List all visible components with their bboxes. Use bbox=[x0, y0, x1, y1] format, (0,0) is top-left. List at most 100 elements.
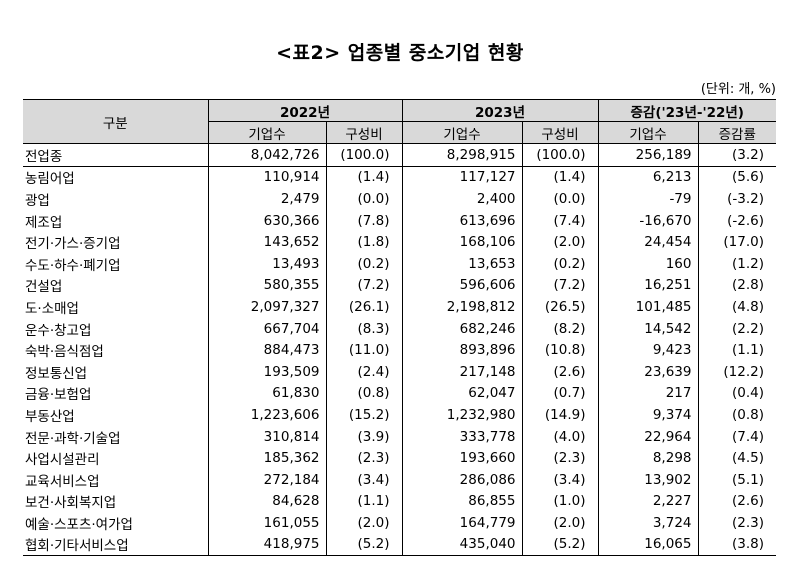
cell-count-2023: 2,198,812 bbox=[401, 296, 523, 318]
cell-count-2023: 596,606 bbox=[401, 274, 523, 297]
cell-count-change: 13,902 bbox=[597, 468, 699, 491]
cell-count-2023: 193,660 bbox=[401, 447, 523, 469]
cell-share-2022: (2.3) bbox=[326, 447, 403, 469]
cell-share-2022: (100.0) bbox=[326, 143, 403, 167]
cell-rate-change: (2.2) bbox=[731, 320, 764, 337]
cell-industry-label: 숙박·음식점업 bbox=[23, 339, 209, 361]
table-row: 숙박·음식점업 884,473 (11.0) 893,896 (10.8) 9,423 (1… bbox=[23, 339, 776, 361]
cell-rate-change: (17.0) bbox=[723, 234, 764, 251]
table-row: 전문·과학·기술업 310,814 (3.9) 333,778 (4.0) 22,964 (… bbox=[23, 425, 776, 448]
cell-count-change: 16,065 bbox=[597, 533, 699, 557]
cell-count-change: 9,423 bbox=[597, 339, 699, 361]
cell-count-2022: 1,223,606 bbox=[207, 404, 327, 426]
cell-share-2022: (0.0) bbox=[326, 188, 403, 210]
cell-count-2023: 613,696 bbox=[401, 209, 523, 232]
cell-industry-label: 교육서비스업 bbox=[23, 468, 209, 491]
cell-count-change: -16,670 bbox=[597, 209, 699, 232]
table-header: 구분 2022년 2023년 증감('23년-'22년) 기업수 구성비 기업수… bbox=[23, 99, 776, 144]
cell-share-2022: (1.8) bbox=[326, 231, 403, 253]
cell-count-change: 9,374 bbox=[597, 404, 699, 426]
cell-rate-change: (2.8) bbox=[731, 277, 764, 294]
cell-rate-change: (2.3) bbox=[731, 514, 764, 531]
cell-rate-change: (7.4) bbox=[731, 428, 764, 445]
cell-share-2022: (7.2) bbox=[326, 274, 403, 297]
cell-rate-change: (0.8) bbox=[731, 406, 764, 423]
cell-count-2023: 217,148 bbox=[401, 360, 523, 383]
cell-count-2023: 86,855 bbox=[401, 490, 523, 513]
table-row: 도·소매업 2,097,327 (26.1) 2,198,812 (26.5) 101,4… bbox=[23, 296, 776, 318]
cell-share-2022: (26.1) bbox=[326, 296, 403, 318]
cell-share-2023: (7.4) bbox=[522, 209, 599, 232]
header-group-2022: 2022년 bbox=[207, 99, 403, 122]
header-group-2023: 2023년 bbox=[401, 99, 599, 122]
table-row: 협회·기타서비스업 418,975 (5.2) 435,040 (5.2) 16,065(… bbox=[23, 533, 776, 557]
sme-industry-table: 구분 2022년 2023년 증감('23년-'22년) 기업수 구성비 기업수… bbox=[23, 99, 776, 557]
header-group-change: 증감('23년-'22년) bbox=[597, 99, 776, 122]
header-sub-share-2023: 구성비 bbox=[521, 121, 599, 144]
cell-count-change: 160 bbox=[597, 252, 699, 275]
table-body: 전업종 8,042,726 (100.0) 8,298,915 (100.0) 256,1… bbox=[23, 143, 776, 557]
cell-count-2022: 161,055 bbox=[207, 512, 327, 534]
cell-count-2022: 84,628 bbox=[207, 490, 327, 513]
cell-industry-label: 건설업 bbox=[23, 274, 209, 297]
unit-note: (단위: 개, %) bbox=[700, 82, 776, 97]
cell-count-change: 8,298 bbox=[597, 447, 699, 469]
cell-count-2022: 630,366 bbox=[207, 209, 327, 232]
cell-share-2023: (2.0) bbox=[522, 512, 599, 534]
cell-industry-label: 금융·보험업 bbox=[23, 382, 209, 405]
table-row: 교육서비스업 272,184 (3.4) 286,086 (3.4) 13,902 (5.1… bbox=[23, 468, 776, 491]
table-row: 보건·사회복지업 84,628 (1.1) 86,855 (1.0) 2,227 (2.6) bbox=[23, 490, 776, 513]
cell-count-2022: 8,042,726 bbox=[207, 143, 327, 167]
cell-share-2023: (0.0) bbox=[522, 188, 599, 210]
cell-count-2023: 117,127 bbox=[401, 166, 523, 189]
cell-count-change: 22,964 bbox=[597, 425, 699, 448]
table-row: 수도·하수·폐기업 13,493 (0.2) 13,653 (0.2) 160 (1.2) bbox=[23, 252, 776, 275]
cell-share-2023: (100.0) bbox=[522, 143, 599, 167]
cell-share-2023: (10.8) bbox=[522, 339, 599, 361]
cell-count-2023: 2,400 bbox=[401, 188, 523, 210]
cell-count-2022: 61,830 bbox=[207, 382, 327, 405]
cell-count-change: 2,227 bbox=[597, 490, 699, 513]
header-sub-count-2022: 기업수 bbox=[207, 121, 327, 144]
table-row: 전기·가스·증기업 143,652 (1.8) 168,106 (2.0) 24,454 (… bbox=[23, 231, 776, 253]
cell-share-2022: (8.3) bbox=[326, 317, 403, 340]
cell-rate-change: (5.6) bbox=[731, 169, 764, 186]
cell-count-2022: 143,652 bbox=[207, 231, 327, 253]
cell-share-2023: (0.7) bbox=[522, 382, 599, 405]
cell-rate-change: (0.4) bbox=[731, 385, 764, 402]
cell-count-2022: 580,355 bbox=[207, 274, 327, 297]
cell-share-2023: (2.3) bbox=[522, 447, 599, 469]
cell-rate-change: (4.8) bbox=[731, 298, 764, 315]
cell-count-2023: 286,086 bbox=[401, 468, 523, 491]
cell-count-change: 3,724 bbox=[597, 512, 699, 534]
cell-count-2022: 2,479 bbox=[207, 188, 327, 210]
cell-count-2022: 272,184 bbox=[207, 468, 327, 491]
table-row: 건설업 580,355 (7.2) 596,606 (7.2) 16,251 (2.8) bbox=[23, 274, 776, 297]
cell-industry-label: 사업시설관리 bbox=[23, 447, 209, 469]
cell-count-change: 6,213 bbox=[597, 166, 699, 189]
cell-count-change: -79 bbox=[597, 188, 699, 210]
cell-industry-label: 전문·과학·기술업 bbox=[23, 425, 209, 448]
cell-share-2023: (5.2) bbox=[522, 533, 599, 557]
header-sub-rate-change: 증감률 bbox=[697, 121, 776, 144]
header-sub-share-2022: 구성비 bbox=[325, 121, 403, 144]
cell-count-2023: 333,778 bbox=[401, 425, 523, 448]
cell-share-2022: (7.8) bbox=[326, 209, 403, 232]
cell-count-2023: 1,232,980 bbox=[401, 404, 523, 426]
cell-share-2023: (14.9) bbox=[522, 404, 599, 426]
cell-rate-change: (-2.6) bbox=[727, 212, 764, 229]
cell-industry-label: 보건·사회복지업 bbox=[23, 490, 209, 513]
cell-share-2022: (3.4) bbox=[326, 468, 403, 491]
cell-count-change: 217 bbox=[597, 382, 699, 405]
cell-count-2022: 884,473 bbox=[207, 339, 327, 361]
cell-rate-change: (3.2) bbox=[698, 143, 776, 167]
header-category: 구분 bbox=[23, 99, 209, 144]
cell-share-2023: (26.5) bbox=[522, 296, 599, 318]
cell-share-2023: (7.2) bbox=[522, 274, 599, 297]
cell-share-2022: (11.0) bbox=[326, 339, 403, 361]
cell-count-2023: 435,040 bbox=[401, 533, 523, 557]
cell-rate-change: (3.8) bbox=[698, 533, 776, 557]
table-row: 정보통신업 193,509 (2.4) 217,148 (2.6) 23,639 (12.2… bbox=[23, 360, 776, 383]
cell-count-2023: 8,298,915 bbox=[401, 143, 523, 167]
cell-industry-label: 전업종 bbox=[23, 143, 209, 167]
